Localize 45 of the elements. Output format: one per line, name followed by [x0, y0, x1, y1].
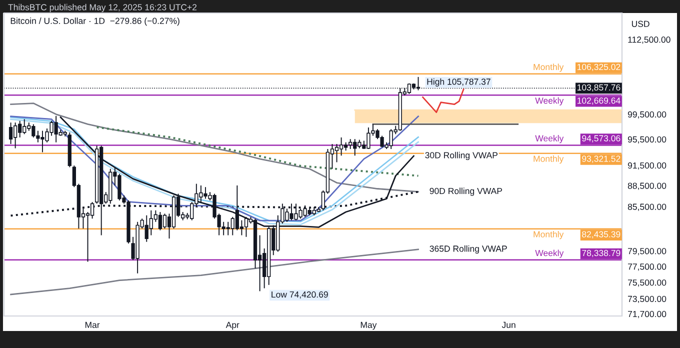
annotation: 78,338.79: [582, 250, 620, 258]
annotation: 94,573.06: [582, 135, 620, 142]
x-tick-label: Jun: [502, 322, 516, 328]
x-tick-label: Mar: [85, 322, 100, 328]
annotation: High 105,787.37: [427, 78, 490, 87]
candlestick: [162, 213, 167, 230]
series-label: 90D Rolling VWAP: [430, 188, 502, 196]
x-tick-label: May: [360, 322, 377, 330]
annotation: Low 74,420.69: [272, 291, 328, 299]
ref-line-label: Monthly: [534, 64, 564, 72]
y-axis-title: USD: [632, 20, 650, 27]
y-tick-label: 112,500.00: [628, 36, 670, 44]
text: ThibsBTC published May 12, 2025 16:23 UTC+2: [8, 4, 197, 12]
series-label: 365D Rolling VWAP: [430, 245, 507, 254]
line-series: [422, 88, 464, 114]
candlestick: [8, 122, 13, 144]
annotation: 106,325.02: [577, 64, 620, 72]
ref-line-label: Monthly: [534, 230, 564, 240]
annotation: 103,857.76: [577, 84, 620, 92]
ref-line-label: Weekly: [535, 134, 564, 144]
series-label: 30D Rolling VWAP: [425, 152, 498, 160]
y-tick-label: 88,500.00: [628, 182, 666, 190]
candlestick: [339, 136, 344, 156]
x-tick-label: Apr: [226, 322, 240, 330]
ref-line-label: Weekly: [535, 97, 564, 106]
y-tick-label: 75,500.00: [628, 279, 666, 287]
candlestick: [158, 212, 162, 231]
annotation: 93,321.52: [582, 156, 620, 163]
line-series: [10, 102, 419, 192]
line-series: [96, 126, 420, 177]
y-tick-label: 91,500.00: [628, 162, 666, 170]
annotation: 82,435.39: [582, 231, 620, 238]
y-tick-label: 85,500.00: [628, 204, 666, 211]
y-tick-label: 73,500.00: [628, 296, 666, 304]
y-tick-label: 77,500.00: [628, 264, 666, 271]
y-tick-label: 99,500.00: [628, 111, 666, 119]
annotation: 102,669.64: [577, 98, 620, 105]
chart-title: Bitcoin / U.S. Dollar · 1D −279.86 (−0.27%): [10, 18, 180, 26]
y-tick-label: 71,700.00: [628, 310, 666, 318]
y-tick-label: 95,500.00: [628, 136, 666, 144]
candlestick: [334, 144, 339, 163]
candlestick: [13, 122, 18, 149]
ref-line-label: Weekly: [535, 250, 564, 258]
ref-line-label: Monthly: [534, 155, 564, 164]
y-tick-label: 79,500.00: [628, 248, 666, 256]
